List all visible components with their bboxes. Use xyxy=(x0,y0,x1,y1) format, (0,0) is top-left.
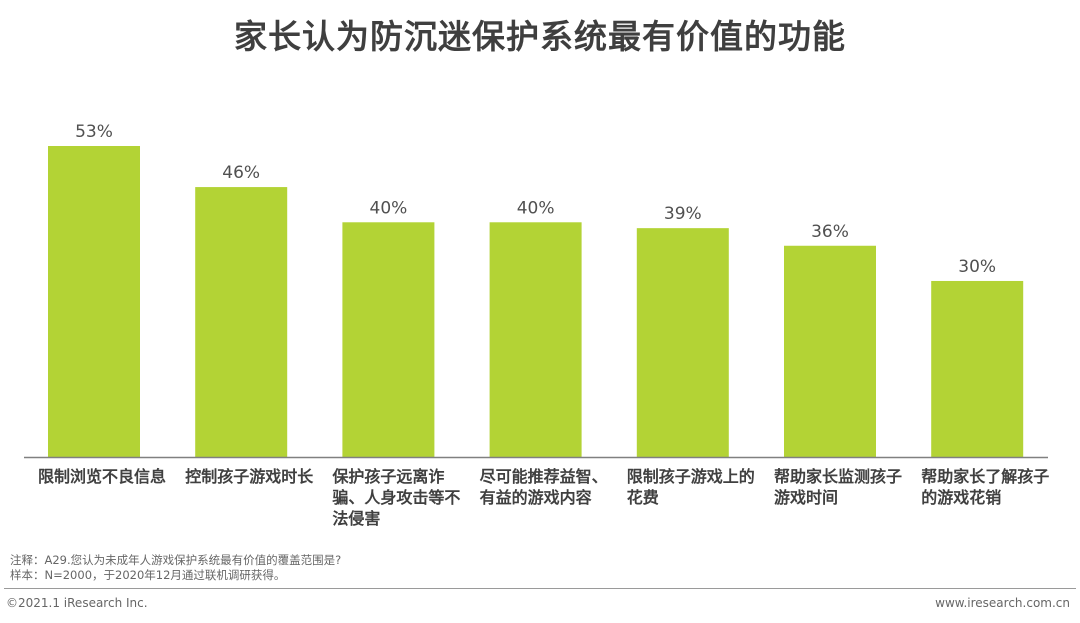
data-label-4: 40% xyxy=(517,198,555,218)
footnote-sample: 样本：N=2000，于2020年12月通过联机调研获得。 xyxy=(10,568,286,582)
footer-divider xyxy=(4,588,1076,589)
data-label-5: 39% xyxy=(664,204,702,224)
data-label-7: 30% xyxy=(958,257,996,277)
data-label-6: 36% xyxy=(811,222,849,242)
category-label-2: 控制孩子游戏时长 xyxy=(185,467,314,486)
data-label-3: 40% xyxy=(370,198,408,218)
data-label-2: 46% xyxy=(222,163,260,183)
bar-2 xyxy=(195,187,288,457)
copyright-text: ©2021.1 iResearch Inc. xyxy=(6,596,148,610)
bar-4 xyxy=(489,222,582,457)
bar-1 xyxy=(48,146,140,457)
category-label-5: 限制孩子游戏上的花费 xyxy=(626,467,755,507)
category-label-6: 帮助家长监测孩子游戏时间 xyxy=(774,467,903,507)
bar-5 xyxy=(636,228,729,457)
bar-6 xyxy=(784,245,876,457)
footnotes: 注释：A29.您认为未成年人游戏保护系统最有价值的覆盖范围是? 样本：N=200… xyxy=(10,553,341,583)
bar-3 xyxy=(342,222,435,457)
chart-title: 家长认为防沉迷保护系统最有价值的功能 xyxy=(234,17,846,56)
category-label-4: 尽可能推荐益智、有益的游戏内容 xyxy=(479,467,608,507)
footnote-question: 注释：A29.您认为未成年人游戏保护系统最有价值的覆盖范围是? xyxy=(10,553,342,567)
category-label-7: 帮助家长了解孩子的游戏花销 xyxy=(921,467,1050,507)
category-label-3: 保护孩子远离诈骗、人身攻击等不法侵害 xyxy=(332,467,461,528)
data-label-1: 53% xyxy=(75,122,113,142)
category-label-1: 限制浏览不良信息 xyxy=(38,467,167,486)
bar-7 xyxy=(931,280,1024,457)
website-text: www.iresearch.com.cn xyxy=(935,596,1070,610)
